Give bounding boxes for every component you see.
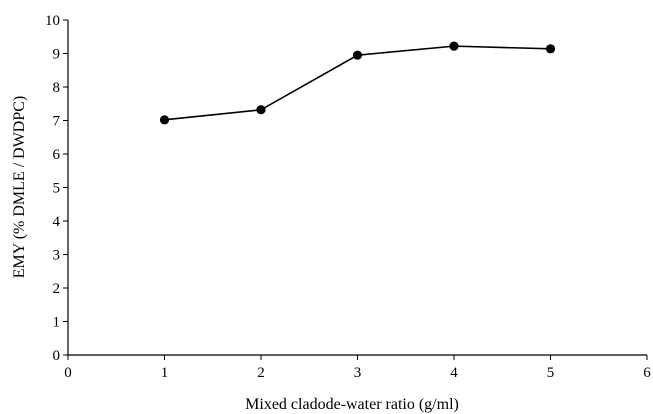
data-point	[545, 44, 556, 54]
y-tick-label: 9	[53, 47, 61, 63]
y-tick-label: 2	[53, 281, 61, 297]
y-tick-label: 1	[53, 315, 61, 331]
x-ticks: 0 1 2 3 4 5 6	[64, 355, 651, 381]
y-axis-label: EMY (% DMLE / DWDPC)	[11, 96, 28, 279]
data-point	[256, 105, 266, 115]
x-tick-label: 4	[450, 365, 458, 381]
y-tick-label: 10	[45, 13, 60, 29]
y-tick-label: 4	[53, 214, 61, 230]
y-tick-label: 3	[53, 248, 61, 264]
y-tick-label: 5	[53, 181, 61, 197]
y-ticks: 0 1 2 3 4 5 6 7 8 9 10	[45, 13, 68, 364]
y-tick-label: 6	[53, 147, 61, 163]
y-tick-label: 8	[53, 80, 61, 96]
data-point	[352, 50, 363, 60]
x-tick-label: 0	[64, 365, 72, 381]
x-tick-label: 2	[257, 365, 265, 381]
x-tick-label: 5	[547, 365, 555, 381]
x-axis-label: Mixed cladode-water ratio (g/ml)	[245, 396, 459, 413]
data-point	[159, 115, 170, 125]
data-point	[449, 41, 459, 51]
x-tick-label: 6	[643, 365, 651, 381]
x-tick-label: 1	[161, 365, 169, 381]
x-tick-label: 3	[354, 365, 362, 381]
y-tick-label: 0	[53, 348, 61, 364]
y-tick-label: 7	[53, 114, 61, 130]
axes	[67, 20, 647, 356]
series-layer	[159, 41, 556, 125]
